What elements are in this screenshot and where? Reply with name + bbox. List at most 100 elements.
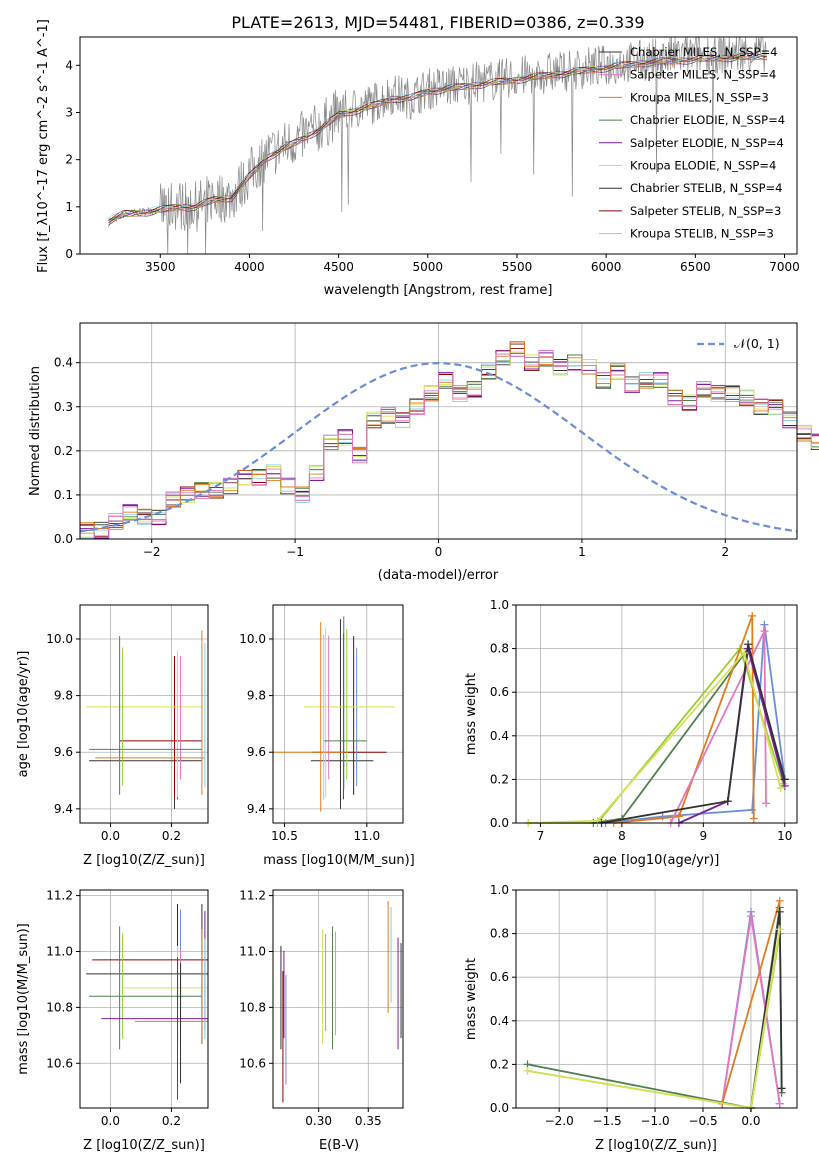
y-tick-label: 9.8 [247,689,266,703]
mass-weight-point-marker [744,640,753,649]
x-tick-label: 0.0 [101,829,120,843]
mass-weight-vs-metallicity-axes-frame [515,889,798,1109]
y-tick-label: 10.0 [239,632,266,646]
mass-vs-metallicity-axes-frame [79,889,209,1109]
age-vs-mass-axes-frame [272,604,404,824]
x-tick-label: 0.0 [741,1114,760,1128]
y-tick-label: 11.0 [46,944,73,958]
y-tick-label: 0.2 [490,772,509,786]
spectrum-ylabel: Flux [f_λ10^-17 erg cm^-2 s^-1 A^-1] [36,19,51,273]
spectrum-plot-area [108,35,767,255]
x-tick-label: 6000 [591,260,622,274]
x-tick-label: −2 [143,545,161,559]
age-vs-metallicity-xlabel: Z [log10(Z/Z_sun)] [83,853,205,868]
mass-weight-vs-metallicity-xlabel: Z [log10(Z/Z_sun)] [595,1138,717,1153]
y-tick-label: 0.4 [490,729,509,743]
mass-weight-point-marker [775,896,784,905]
mass-weight-series-line [527,929,781,1110]
mass-weight-point-marker [746,912,755,921]
x-tick-label: 2 [721,545,729,559]
normal-distribution-curve [79,361,798,533]
mass-weight-point-marker [740,648,749,657]
mass-vs-metallicity-plot-area [80,890,208,1108]
age-vs-mass-ticks: 10.5 11.0 9.4 9.6 9.8 10.0 [239,632,380,843]
x-tick-label: −1.5 [593,1114,622,1128]
residual-histogram-step [80,341,819,528]
x-tick-label: 5000 [413,260,444,274]
figure-title: PLATE=2613, MJD=54481, FIBERID=0386, z=0… [231,13,644,32]
y-tick-label: 0.1 [54,488,73,502]
model-spectrum-line [108,52,767,219]
mass-weight-vs-metallicity-panel: −2.0 −1.5 −1.0 −0.5 0.0 0.0 0.2 0.4 0.6 0.8 1.0 Z … [464,883,798,1153]
legend-entry-label: Chabrier ELODIE, N_SSP=4 [630,113,785,127]
mass-weight-point-marker [777,1084,786,1093]
x-tick-label: 0.0 [101,1114,120,1128]
histogram-legend: 𝒩(0, 1) [697,336,780,351]
y-tick-label: 0.2 [54,444,73,458]
mass-weight-point-marker [749,814,758,823]
x-tick-label: 7 [537,829,545,843]
residual-histogram-panel: −2 −1 0 1 2 0.0 0.1 0.2 0.3 0.4 𝒩(0, 1) (data-mod… [28,322,819,583]
model-spectrum-line [108,53,767,221]
mass-weight-point-marker [776,784,785,793]
legend-entry-label: 𝒩(0, 1) [734,336,780,351]
mass-vs-extinction-panel: 0.30 0.35 10.6 10.8 11.0 11.2 E(B-V) [239,889,404,1153]
mass-weight-vs-age-panel: 7 8 9 10 0.0 0.2 0.4 0.6 0.8 1.0 age [log10(age/y… [464,598,798,868]
y-tick-label: 0.6 [490,970,509,984]
y-tick-label: 0.8 [490,927,509,941]
age-vs-metallicity-axes-frame [79,604,209,824]
y-tick-label: 0.0 [490,1101,509,1115]
x-tick-label: −2.0 [545,1114,574,1128]
mass-vs-extinction-plot-area [273,890,403,1108]
x-tick-label: 0.2 [162,829,181,843]
y-tick-label: 11.2 [46,889,73,903]
x-tick-label: −0.5 [688,1114,717,1128]
x-tick-label: 10.5 [271,829,298,843]
x-tick-label: 1 [578,545,586,559]
age-vs-metallicity-panel: 0.0 0.2 9.4 9.6 9.8 10.0 Z [log10(Z/Z_sun)] a… [16,604,209,868]
residual-histogram-step [80,350,819,539]
mass-weight-series-line [721,900,781,1104]
histogram-ylabel: Normed distribution [28,366,43,496]
histogram-xlabel: (data-model)/error [378,568,499,583]
mass-vs-extinction-ticks: 0.30 0.35 10.6 10.8 11.0 11.2 [239,889,381,1128]
x-tick-label: 0.35 [355,1114,382,1128]
mass-vs-metallicity-ylabel: mass [log10(M/M_sun)] [16,923,31,1075]
y-tick-label: 0.3 [54,400,73,414]
mass-weight-point-marker [762,799,771,808]
x-tick-label: 0.30 [305,1114,332,1128]
x-tick-label: 8 [618,829,626,843]
y-tick-label: 9.6 [54,745,73,759]
mass-weight-series-line [613,615,755,824]
mass-weight-point-marker [775,925,784,934]
mass-weight-point-marker [658,812,667,821]
x-tick-label: −1.0 [640,1114,669,1128]
y-tick-label: 0 [65,247,73,261]
mass-weight-vs-age-ticks: 7 8 9 10 0.0 0.2 0.4 0.6 0.8 1.0 [490,598,793,843]
residual-histogram-step [80,348,819,537]
legend-entry-label: Chabrier MILES, N_SSP=4 [630,45,777,59]
y-tick-label: 1.0 [490,598,509,612]
y-tick-label: 2 [65,153,73,167]
x-tick-label: 4500 [323,260,354,274]
mass-weight-series-line [528,651,782,824]
age-vs-metallicity-ylabel: age [log10(age/yr)] [16,651,31,778]
age-vs-metallicity-plot-area [80,605,208,823]
mass-weight-vs-age-xlabel: age [log10(age/yr)] [593,853,720,868]
age-vs-mass-panel: 10.5 11.0 9.4 9.6 9.8 10.0 mass [log10(M/M_su… [239,604,415,868]
y-tick-label: 11.0 [239,944,266,958]
y-tick-label: 10.8 [239,1000,266,1014]
mass-weight-series-line [601,643,786,824]
spectrum-axes-frame [79,36,798,255]
mass-vs-metallicity-xlabel: Z [log10(Z/Z_sun)] [83,1138,205,1153]
y-tick-label: 9.4 [54,802,73,816]
y-tick-label: 9.4 [247,802,266,816]
y-tick-label: 10.6 [46,1056,73,1070]
y-tick-label: 0.4 [490,1014,509,1028]
y-tick-label: 0.4 [54,356,73,370]
spectrum-ticks: 3500 4000 4500 5000 5500 6000 6500 7000 0 1 2 3 4 [65,58,799,274]
mass-weight-vs-age-axes-frame [515,604,798,824]
spectrum-panel: 3500 4000 4500 5000 5500 6000 6500 7000 0 1 2 3 4 Ch… [36,19,800,298]
mass-weight-vs-age-ylabel: mass weight [464,673,479,755]
